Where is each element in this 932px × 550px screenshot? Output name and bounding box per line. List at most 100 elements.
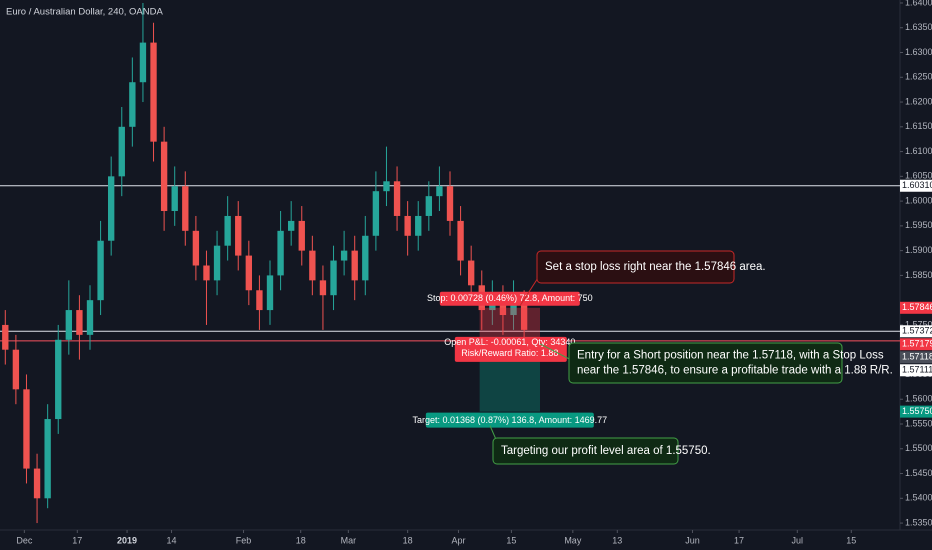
price-tag-label: 1.57372 (902, 326, 932, 336)
x-tick-label: Feb (236, 535, 252, 545)
price-tag (900, 405, 932, 418)
candle-body (23, 389, 30, 469)
target-label: Target: 0.01368 (0.87%) 136.8, Amount: 1… (413, 415, 608, 425)
callout-text: Entry for a Short position near the 1.57… (577, 350, 884, 362)
candle-body (520, 305, 528, 330)
y-tick-label: 1.60000 (905, 195, 932, 205)
y-tick-label: 1.59500 (905, 220, 932, 230)
rr-label: Risk/Reward Ratio: 1.88 (461, 348, 558, 358)
y-tick-label: 1.61000 (905, 146, 932, 156)
pnl-label: Open P&L: -0.00061, Qty: 34340 (444, 337, 575, 347)
candle-body (171, 186, 178, 212)
x-tick-label: 15 (506, 535, 516, 545)
candle-body (192, 230, 200, 266)
candle-body (425, 196, 432, 216)
candle-body (76, 310, 83, 335)
candle-body (55, 339, 62, 420)
x-tick-label: Jun (685, 535, 700, 545)
candle-body (203, 265, 210, 281)
x-tick-label: 13 (612, 535, 622, 545)
candle-body (330, 260, 337, 296)
y-tick-label: 1.58500 (905, 270, 932, 280)
x-tick-label: Dec (16, 535, 33, 545)
y-tick-label: 1.63500 (905, 22, 932, 32)
callout-text: Targeting our profit level area of 1.557… (501, 445, 711, 457)
target-label-box (425, 412, 594, 428)
candle-body (266, 275, 274, 311)
candle-body (12, 349, 20, 390)
candle-body (309, 250, 316, 281)
candle-body (372, 191, 380, 236)
y-tick-label: 1.56000 (905, 394, 932, 404)
x-tick-label: 15 (846, 535, 856, 545)
candle-body (235, 215, 242, 256)
candle-body (44, 419, 51, 499)
y-tick-label: 1.53500 (905, 517, 932, 527)
price-tag-label: 1.57118 (902, 352, 932, 362)
callout-box (492, 437, 679, 465)
candle-body (97, 240, 104, 301)
x-tick-label: 18 (403, 535, 413, 545)
price-tag (900, 351, 932, 364)
candle-body (351, 250, 358, 281)
candle-body (319, 280, 327, 296)
candle-body (362, 235, 369, 281)
candle-body (65, 310, 72, 340)
x-tick-label: Apr (451, 535, 465, 545)
candle-body (415, 215, 422, 236)
price-tag (900, 325, 932, 338)
candle-body (468, 260, 475, 286)
x-tick-label: 14 (167, 535, 177, 545)
x-tick-label: 17 (72, 535, 82, 545)
y-tick-label: 1.55500 (905, 418, 932, 428)
candle-body (288, 220, 295, 231)
candle-body (129, 82, 136, 127)
candle-body (139, 42, 147, 83)
y-tick-label: 1.55000 (905, 443, 932, 453)
candle-body (213, 245, 221, 281)
y-tick-label: 1.62000 (905, 96, 932, 106)
candle-body (33, 468, 41, 499)
candle-body (2, 324, 9, 350)
x-tick-label: 2019 (117, 535, 137, 545)
pnl-label-box (454, 336, 567, 362)
price-tag-label: 1.57111 (902, 365, 932, 375)
price-tag-label: 1.55750 (902, 406, 932, 416)
y-tick-label: 1.63000 (905, 47, 932, 57)
callout-box (568, 342, 843, 384)
candle-body (457, 220, 464, 261)
candle-body (150, 42, 157, 142)
y-tick-label: 1.59000 (905, 245, 932, 255)
candle-body (160, 141, 168, 212)
stop-label-box (439, 291, 580, 306)
candle-body (436, 186, 443, 197)
candle-body (256, 290, 263, 311)
y-tick-label: 1.54000 (905, 493, 932, 503)
callout-text: near the 1.57846, to ensure a profitable… (577, 365, 893, 377)
price-tag (900, 179, 932, 192)
candle-body (383, 181, 390, 192)
y-tick-label: 1.54500 (905, 468, 932, 478)
x-tick-label: Jul (792, 535, 804, 545)
candle-body (340, 250, 348, 261)
x-tick-label: 17 (734, 535, 744, 545)
y-tick-label: 1.60500 (905, 171, 932, 181)
candle-body (245, 255, 252, 291)
candle-body (118, 126, 125, 177)
y-tick-label: 1.57500 (905, 319, 932, 329)
y-tick-label: 1.64000 (905, 0, 932, 7)
price-tag (900, 338, 932, 351)
price-tag (900, 301, 932, 314)
candle-body (224, 215, 231, 246)
y-tick-label: 1.62500 (905, 72, 932, 82)
x-tick-label: May (564, 535, 582, 545)
candle-body (86, 300, 94, 335)
candle-body (404, 215, 411, 236)
candle-body (182, 186, 189, 231)
candle-body (277, 230, 284, 276)
callout-text: Set a stop loss right near the 1.57846 a… (545, 261, 766, 273)
candle-body (510, 305, 517, 316)
candle-body (393, 181, 401, 216)
price-tag-label: 1.57179 (902, 339, 932, 349)
